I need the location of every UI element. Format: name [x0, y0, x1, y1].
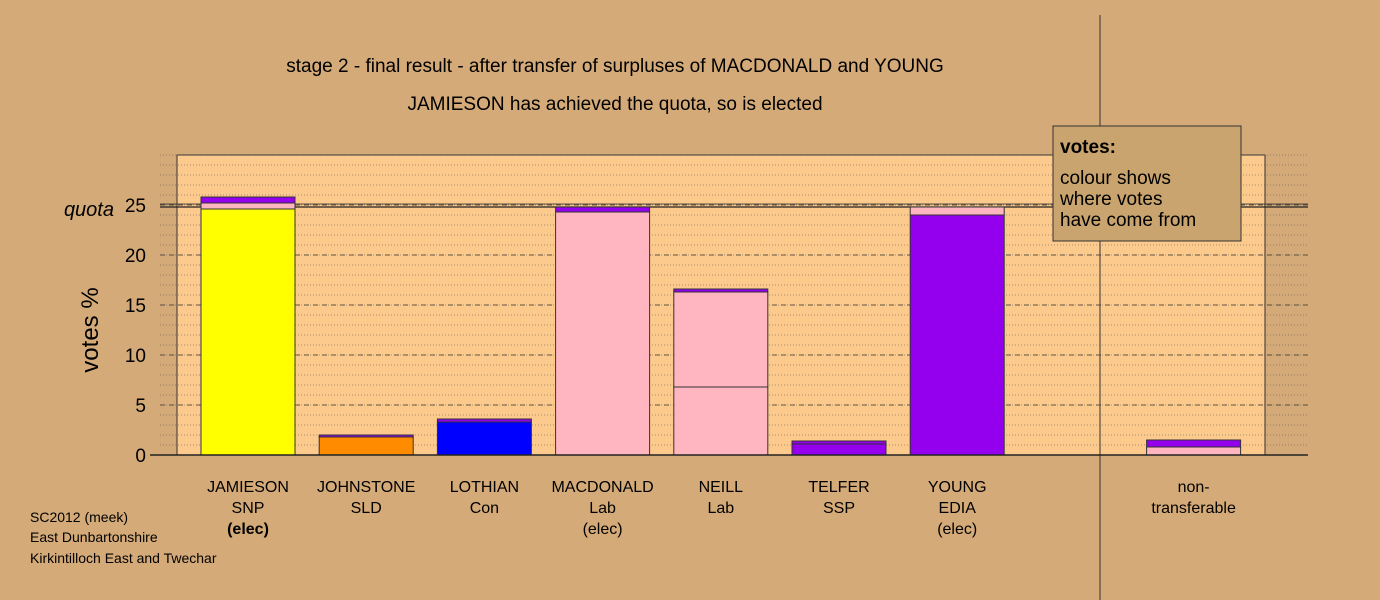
x-tick-label: Con: [470, 500, 499, 517]
x-tick-label: YOUNG: [928, 479, 987, 496]
bar-segment: [436, 421, 532, 456]
x-tick-label: (elec): [937, 521, 977, 538]
bar-segment: [318, 436, 414, 456]
x-tick-label: non-: [1178, 479, 1210, 496]
chart-subtitle: JAMIESON has achieved the quota, so is e…: [407, 94, 822, 115]
x-tick-label: SNP: [232, 500, 265, 517]
y-tick-label: 10: [125, 346, 146, 367]
quota-label: quota: [64, 199, 114, 221]
y-tick-label: 20: [125, 246, 146, 267]
x-tick-label: MACDONALD: [551, 479, 653, 496]
bar-segment: [673, 386, 769, 456]
y-axis-label: votes %: [77, 287, 104, 372]
bar-segment: [1146, 439, 1242, 448]
x-tick-label: JOHNSTONE: [317, 479, 415, 496]
x-tick-label: (elec): [227, 521, 269, 538]
x-tick-label: TELFER: [808, 479, 869, 496]
bar-segment: [673, 288, 769, 293]
bar-segment: [909, 214, 1005, 456]
bar-segment: [909, 206, 1005, 216]
legend-line: where votes: [1059, 189, 1162, 210]
bar-segment: [436, 418, 532, 423]
y-tick-label: 5: [135, 396, 146, 417]
x-tick-label: LOTHIAN: [450, 479, 519, 496]
bar-segment: [200, 208, 296, 456]
x-tick-label: EDIA: [939, 500, 977, 517]
y-tick-label: 0: [135, 446, 146, 467]
footer-line: SC2012 (meek): [30, 509, 128, 525]
y-tick-label: 25: [125, 196, 146, 217]
legend-box: [1052, 125, 1242, 242]
legend-line: have come from: [1060, 210, 1196, 231]
x-tick-label: SLD: [351, 500, 382, 517]
x-tick-label: transferable: [1151, 500, 1236, 517]
x-tick-label: JAMIESON: [207, 479, 289, 496]
bar-segment: [318, 434, 414, 438]
legend-line: colour shows: [1060, 168, 1171, 189]
legend-title: votes:: [1060, 137, 1116, 158]
x-tick-label: Lab: [589, 500, 616, 517]
bar-segment: [1146, 446, 1242, 456]
x-tick-label: (elec): [583, 521, 623, 538]
bar-segment: [673, 291, 769, 388]
footer-line: Kirkintilloch East and Twechar: [30, 550, 217, 566]
bar-segment: [200, 202, 296, 210]
x-tick-label: Lab: [707, 500, 734, 517]
bar-segment: [555, 211, 651, 456]
bar-segment: [555, 206, 651, 213]
footer-line: East Dunbartonshire: [30, 529, 158, 545]
bar-segment: [200, 196, 296, 204]
x-tick-label: SSP: [823, 500, 855, 517]
y-tick-label: 15: [125, 296, 146, 317]
bar-segment: [791, 440, 887, 445]
legend: votes: colour shows where votes have com…: [1052, 125, 1242, 242]
bar-segment: [791, 443, 887, 456]
chart-title: stage 2 - final result - after transfer …: [286, 56, 944, 77]
x-tick-label: NEILL: [699, 479, 744, 496]
